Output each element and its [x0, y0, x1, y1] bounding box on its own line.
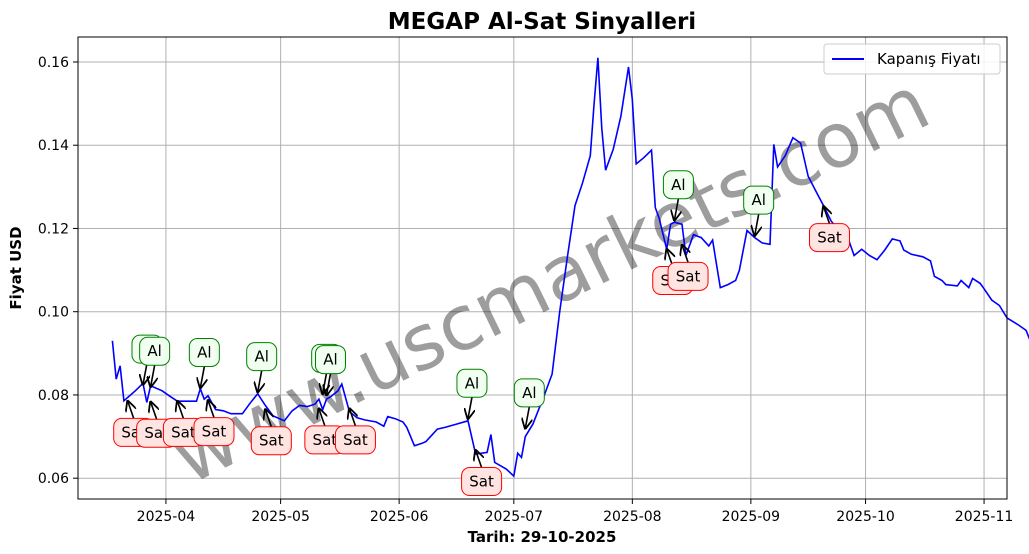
- signal-label: Al: [254, 348, 268, 366]
- signal-label: Sat: [259, 432, 284, 450]
- signal-box: [193, 417, 235, 447]
- sell-signal: Sat: [250, 409, 292, 456]
- signal-arrow: [151, 402, 157, 420]
- x-tick-label: 2025-07: [485, 509, 544, 525]
- legend-box: [823, 43, 1001, 75]
- signal-label: Sat: [313, 431, 338, 449]
- signal-arrow: [674, 198, 678, 220]
- signal-label: Sat: [202, 423, 227, 441]
- signal-label: Al: [323, 351, 337, 369]
- sell-signal: Sat: [193, 400, 235, 447]
- signal-label: Sat: [676, 267, 701, 285]
- buy-signal: Al: [139, 336, 171, 386]
- signal-arrow: [476, 450, 482, 468]
- signal-arrow: [151, 365, 155, 386]
- sell-signal: Sat: [667, 245, 709, 291]
- signal-arrow: [265, 409, 271, 427]
- buy-signal: Al: [456, 368, 488, 418]
- signal-box: [250, 426, 292, 456]
- axis-ticks: 2025-04 2025-05 2025-06 2025-07 2025-08 2025-…: [38, 55, 1013, 525]
- signal-arrow: [349, 409, 355, 427]
- y-tick-label: 0.12: [38, 221, 69, 237]
- x-tick-label: 2025-04: [137, 509, 196, 525]
- signal-arrow: [143, 363, 147, 384]
- legend: Kapanış Fiyatı: [823, 43, 1001, 75]
- signal-arrow: [682, 245, 688, 263]
- signal-label: Sat: [144, 424, 169, 442]
- buy-signal: Al: [513, 378, 545, 428]
- signal-box: [662, 170, 694, 200]
- y-tick-label: 0.08: [38, 388, 69, 404]
- signal-box: [139, 336, 171, 366]
- buy-signal: Al: [662, 170, 694, 220]
- chart-title: MEGAP Al-Sat Sinyalleri: [388, 9, 696, 35]
- buy-signal: Al: [188, 337, 220, 387]
- signal-label: Sat: [469, 473, 494, 491]
- buy-signal: Al: [314, 345, 346, 395]
- x-tick-label: 2025-06: [370, 509, 429, 525]
- y-tick-label: 0.14: [38, 138, 69, 154]
- x-tick-label: 2025-05: [251, 509, 310, 525]
- signal-arrow: [128, 401, 134, 419]
- signal-box: [314, 345, 346, 375]
- signal-arrow: [326, 373, 330, 395]
- x-tick-label: 2025-11: [955, 509, 1014, 525]
- signal-label: Sat: [817, 229, 842, 247]
- signal-label: Al: [522, 384, 536, 402]
- price-line: [111, 57, 1029, 478]
- x-tick-label: 2025-08: [603, 509, 662, 525]
- legend-label: Kapanış Fiyatı: [877, 50, 981, 68]
- signal-label: Al: [465, 374, 479, 392]
- signal-label: Sat: [343, 431, 368, 449]
- signal-label: Al: [671, 176, 685, 194]
- x-tick-label: 2025-10: [836, 509, 895, 525]
- y-tick-label: 0.06: [38, 471, 69, 487]
- buy-signal: Al: [743, 185, 775, 235]
- signal-box: [743, 185, 775, 215]
- sell-signal: Sat: [304, 409, 346, 455]
- sell-signal: Sat: [808, 206, 850, 253]
- signal-label: Sat: [171, 423, 196, 441]
- signal-arrow: [208, 400, 214, 418]
- signal-label: Al: [147, 342, 161, 360]
- signal-arrow: [319, 409, 325, 427]
- signal-arrow: [177, 401, 183, 419]
- plot-frame: [77, 36, 1008, 500]
- signal-box: [246, 342, 278, 372]
- signal-box: [334, 425, 376, 455]
- signal-arrow: [258, 370, 262, 392]
- x-axis-title: Tarih: 29-10-2025: [468, 528, 617, 546]
- sell-signal: Sat: [162, 401, 204, 447]
- signal-arrow: [755, 214, 759, 235]
- signal-box: [667, 261, 709, 291]
- y-axis-title: Fiyat USD: [7, 226, 25, 309]
- signal-box: [461, 467, 503, 497]
- signal-box: [188, 337, 220, 367]
- signal-box: [456, 368, 488, 398]
- signal-label: Al: [751, 191, 765, 209]
- signal-arrow: [200, 366, 204, 387]
- signal-box: [513, 378, 545, 408]
- signal-label: Al: [197, 343, 211, 361]
- signal-box: [808, 223, 850, 253]
- signal-arrow: [823, 206, 829, 224]
- x-tick-label: 2025-09: [722, 509, 781, 525]
- sell-signal: Sat: [461, 450, 503, 497]
- y-tick-label: 0.16: [38, 55, 69, 71]
- signal-arrow: [468, 397, 472, 418]
- y-tick-label: 0.10: [38, 305, 69, 321]
- signal-annotations: AlAlAlAlAlAlAlAlAlAlSatSatSatSatSatSatSa…: [113, 170, 850, 497]
- buy-signal: Al: [246, 342, 278, 392]
- signal-arrow: [525, 406, 529, 428]
- sell-signal: Sat: [334, 409, 376, 455]
- price-line-layer: [111, 57, 1029, 478]
